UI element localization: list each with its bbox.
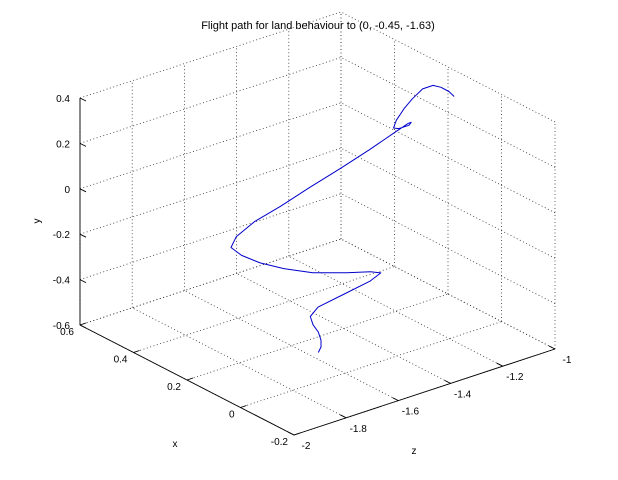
chart-title: Flight path for land behaviour to (0, -0… bbox=[201, 20, 435, 32]
wall-grid-line bbox=[79, 193, 342, 280]
z-tick-mark bbox=[287, 431, 295, 436]
floor-grid-line bbox=[240, 321, 502, 408]
z-axis-label: z bbox=[412, 446, 417, 457]
y-tick-label: 0.4 bbox=[56, 94, 70, 105]
z-tick-label: -1.2 bbox=[506, 372, 524, 383]
z-tick-label: -2 bbox=[302, 441, 311, 452]
z-tick-mark bbox=[392, 397, 399, 402]
y-tick-label: -0.4 bbox=[53, 276, 71, 287]
grid-lines bbox=[79, 11, 556, 436]
y-tick-mark bbox=[79, 233, 87, 238]
flight-path-line bbox=[230, 84, 455, 353]
y-tick-mark bbox=[79, 324, 87, 329]
axes-frame bbox=[79, 97, 556, 436]
y-tick-label: 0 bbox=[64, 185, 70, 196]
y-tick-mark bbox=[79, 279, 87, 284]
floor-grid-line bbox=[184, 290, 399, 401]
z-tick-mark bbox=[339, 414, 347, 419]
floor-grid-line bbox=[133, 266, 395, 353]
wall-grid-line bbox=[79, 238, 342, 326]
x-tick-label: 0.2 bbox=[167, 382, 181, 393]
x-tick-mark bbox=[186, 377, 194, 381]
x-tick-label: 0.4 bbox=[114, 355, 128, 366]
y-tick-label: 0.2 bbox=[56, 139, 70, 150]
x-tick-label: 0.6 bbox=[60, 327, 74, 338]
y-tick-mark bbox=[79, 97, 87, 102]
z-axis-line bbox=[293, 348, 556, 436]
z-tick-mark bbox=[444, 379, 451, 384]
y-tick-label: -0.2 bbox=[53, 230, 71, 241]
wall-grid-line bbox=[340, 57, 556, 168]
wall-grid-line bbox=[340, 102, 556, 214]
wall-grid-line bbox=[340, 147, 556, 259]
floor-grid-line bbox=[186, 293, 449, 381]
z-tick-label: -1 bbox=[563, 355, 572, 366]
wall-grid-line bbox=[79, 102, 342, 190]
x-axis-label: x bbox=[173, 439, 178, 450]
wall-grid-line bbox=[79, 147, 342, 235]
y-tick-mark bbox=[79, 142, 87, 147]
y-tick-label: -0.6 bbox=[53, 321, 71, 332]
wall-grid-line bbox=[79, 57, 342, 144]
z-tick-label: -1.4 bbox=[454, 389, 472, 400]
y-tick-mark bbox=[79, 188, 87, 193]
wall-grid-line bbox=[340, 193, 556, 304]
z-tick-label: -1.8 bbox=[350, 424, 368, 435]
floor-grid-line bbox=[132, 307, 347, 419]
x-tick-mark bbox=[240, 405, 247, 408]
x-tick-label: -0.2 bbox=[271, 437, 289, 448]
y-axis-label: y bbox=[32, 219, 43, 224]
x-tick-mark bbox=[293, 432, 301, 436]
flight-path-series bbox=[230, 84, 455, 353]
z-tick-label: -1.6 bbox=[402, 407, 420, 418]
x-tick-mark bbox=[133, 350, 140, 353]
z-tick-mark bbox=[548, 345, 556, 350]
z-tick-mark bbox=[496, 362, 504, 367]
wall-grid-line bbox=[79, 11, 342, 99]
x-tick-label: 0 bbox=[229, 410, 235, 421]
x-tick-mark bbox=[79, 322, 87, 326]
tick-labels: -0.6 -0.4 -0.2 0 0.2 0.4 -0.2 0 0.2 0.4 0.6 -2 -1.8 -… bbox=[53, 94, 572, 452]
